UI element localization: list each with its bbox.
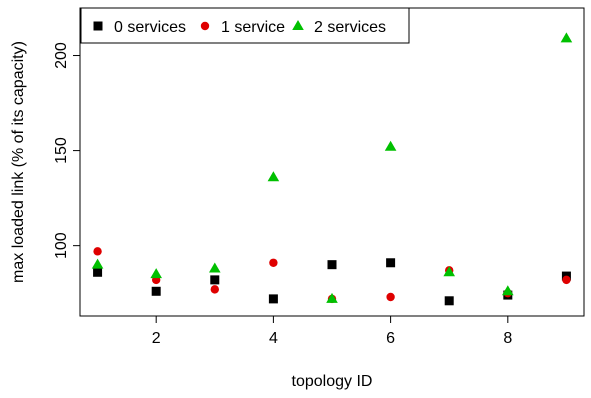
data-point	[269, 258, 278, 267]
data-point	[151, 286, 161, 296]
y-axis-label: max loaded link (% of its capacity)	[10, 41, 27, 283]
data-point	[150, 268, 162, 279]
x-tick-label: 4	[269, 330, 278, 347]
data-point	[562, 275, 571, 285]
data-point	[210, 275, 220, 285]
legend: 0 services 1 service 2 services	[80, 7, 410, 44]
x-tick-label: 2	[152, 330, 161, 347]
data-point	[443, 266, 456, 277]
data-point	[384, 140, 397, 151]
x-axis: 2 4 6 8	[152, 316, 512, 347]
legend-marker	[93, 21, 103, 31]
legend-box	[80, 7, 410, 44]
legend-marker	[292, 20, 304, 30]
data-point	[502, 285, 514, 296]
x-tick-label: 6	[386, 330, 395, 347]
y-tick-label: 100	[53, 232, 70, 259]
data-point	[560, 32, 573, 43]
data-point	[93, 247, 102, 256]
data-point	[326, 292, 338, 303]
legend-label: 0 services	[114, 19, 186, 36]
data-point	[444, 296, 454, 306]
legend-label: 1 service	[221, 19, 285, 36]
data-point	[93, 267, 103, 277]
data-point	[208, 262, 221, 273]
legend-label: 2 services	[314, 19, 386, 36]
y-axis: 100 150 200	[53, 42, 80, 259]
y-tick-label: 200	[53, 42, 70, 69]
y-tick-label: 150	[53, 137, 70, 164]
data-point	[268, 294, 278, 304]
data-point	[267, 171, 280, 182]
data-point	[91, 258, 104, 269]
data-points	[91, 32, 573, 306]
data-point	[210, 285, 219, 294]
data-point	[386, 292, 395, 302]
data-point	[327, 260, 337, 270]
x-tick-label: 8	[503, 330, 512, 347]
data-point	[386, 258, 396, 268]
legend-marker	[200, 21, 210, 31]
x-axis-label: topology ID	[292, 373, 373, 390]
